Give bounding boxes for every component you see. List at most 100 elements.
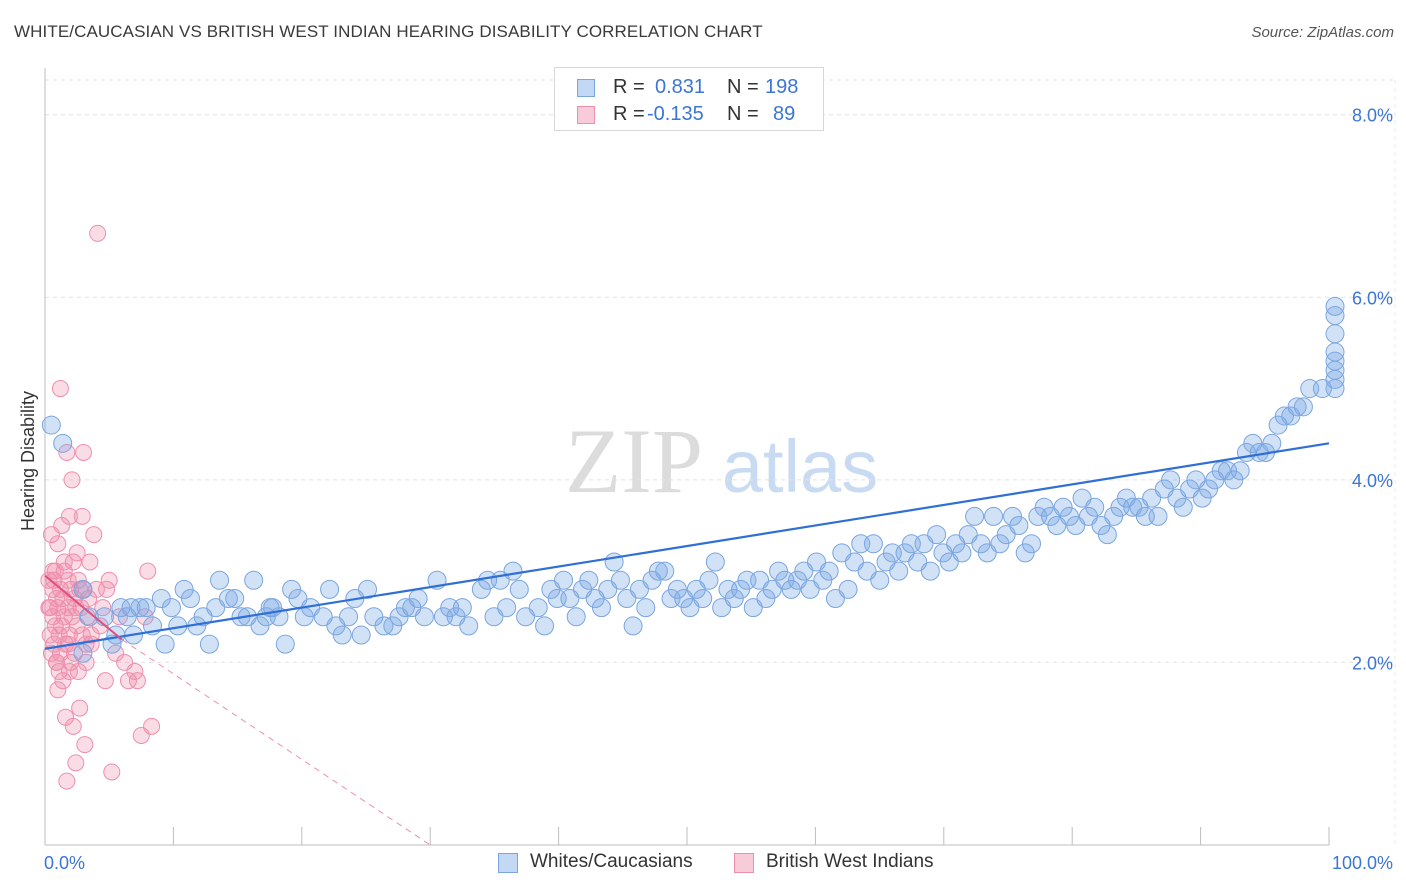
white-point (383, 616, 403, 636)
bwi-point (143, 717, 161, 735)
bwi-point (58, 772, 76, 790)
white-point (136, 598, 156, 618)
white-point (351, 625, 371, 645)
y-tick-label: 4.0% (1352, 471, 1393, 491)
white-point (1009, 515, 1029, 535)
white-point (579, 570, 599, 590)
white-point (130, 598, 150, 618)
white-point (225, 589, 245, 609)
white-point (693, 589, 713, 609)
x-tick-label: 100.0% (1332, 853, 1393, 873)
white-point (889, 561, 909, 581)
white-point (459, 616, 479, 636)
white-point (1199, 479, 1219, 499)
y-tick-label: 2.0% (1352, 653, 1393, 673)
watermark: ZIP atlas (565, 410, 878, 512)
trend-lines (44, 442, 1330, 846)
bwi-point (58, 443, 76, 461)
white-point (332, 625, 352, 645)
white-point (1325, 342, 1345, 362)
correlation-legend: R = 0.831 N = 198 R = -0.135 N = 89 (554, 67, 824, 131)
white-point (1034, 497, 1054, 517)
white-point (636, 598, 656, 618)
white-point (73, 579, 93, 599)
white-point (781, 579, 801, 599)
white-point (218, 589, 238, 609)
white-point (655, 561, 675, 581)
bottom-legend-swatch-pink (734, 853, 754, 873)
white-point (648, 561, 668, 581)
white-point (535, 616, 555, 636)
bottom-legend-swatch-blue (498, 853, 518, 873)
white-point (199, 634, 219, 654)
bwi-point (60, 663, 78, 681)
white-point (282, 579, 302, 599)
axes (44, 68, 1330, 846)
white-point (244, 570, 264, 590)
white-point (591, 598, 611, 618)
chart-title: WHITE/CAUCASIAN VS BRITISH WEST INDIAN H… (14, 22, 763, 41)
bwi-point (87, 580, 105, 598)
white-point (73, 643, 93, 663)
white-point (1230, 461, 1250, 481)
bwi-point (103, 763, 121, 781)
legend-n-value: 89 (773, 103, 796, 125)
white-point (756, 589, 776, 609)
bwi-point (69, 571, 87, 589)
white-point (1148, 506, 1168, 526)
white-point (1325, 296, 1345, 316)
bwi-point (60, 507, 78, 525)
bwi-point (82, 626, 100, 644)
bwi-point (46, 617, 64, 635)
bwi-point (40, 599, 58, 617)
white-point (1015, 543, 1035, 563)
british-west-indians-points (40, 224, 161, 790)
bwi-point (139, 562, 157, 580)
y-tick-label: 6.0% (1352, 288, 1393, 308)
bwi-point (75, 443, 93, 461)
white-point (528, 598, 548, 618)
grid-lines (45, 79, 1396, 845)
white-point (1293, 397, 1313, 417)
bwi-trend-line (44, 574, 123, 641)
white-point (471, 579, 491, 599)
legend-swatch-pink (577, 106, 595, 124)
white-point (699, 570, 719, 590)
legend-r-value: 0.831 (655, 76, 706, 98)
white-point (838, 579, 858, 599)
white-point (1325, 360, 1345, 380)
y-tick-label: 8.0% (1352, 106, 1393, 126)
white-point (1085, 497, 1105, 517)
bwi-point (49, 599, 67, 617)
white-point (1325, 379, 1345, 399)
white-point (667, 579, 687, 599)
bwi-trend-extension (121, 639, 431, 846)
whites-caucasians-points (41, 296, 1345, 663)
bwi-point (85, 526, 103, 544)
white-point (731, 579, 751, 599)
bwi-point (48, 653, 66, 671)
bwi-point (71, 699, 89, 717)
white-point (1059, 506, 1079, 526)
white-point (863, 534, 883, 554)
legend-n-label: N = (727, 103, 759, 125)
white-point (952, 543, 972, 563)
bwi-point (98, 580, 116, 598)
white-point (79, 607, 99, 627)
bwi-point (73, 507, 91, 525)
white-point (497, 598, 517, 618)
white-point (705, 552, 725, 572)
white-point (927, 525, 947, 545)
bwi-point (55, 562, 73, 580)
legend-r-label: R = (613, 76, 645, 98)
watermark-atlas: atlas (722, 425, 878, 508)
white-point (1262, 433, 1282, 453)
white-point (1173, 497, 1193, 517)
bwi-point (44, 562, 62, 580)
bwi-point (54, 672, 72, 690)
white-point (1097, 525, 1117, 545)
white-point (1325, 324, 1345, 344)
bwi-point (66, 644, 84, 662)
bottom-legend-label: British West Indians (766, 851, 934, 872)
legend-n-label: N = (727, 76, 759, 98)
